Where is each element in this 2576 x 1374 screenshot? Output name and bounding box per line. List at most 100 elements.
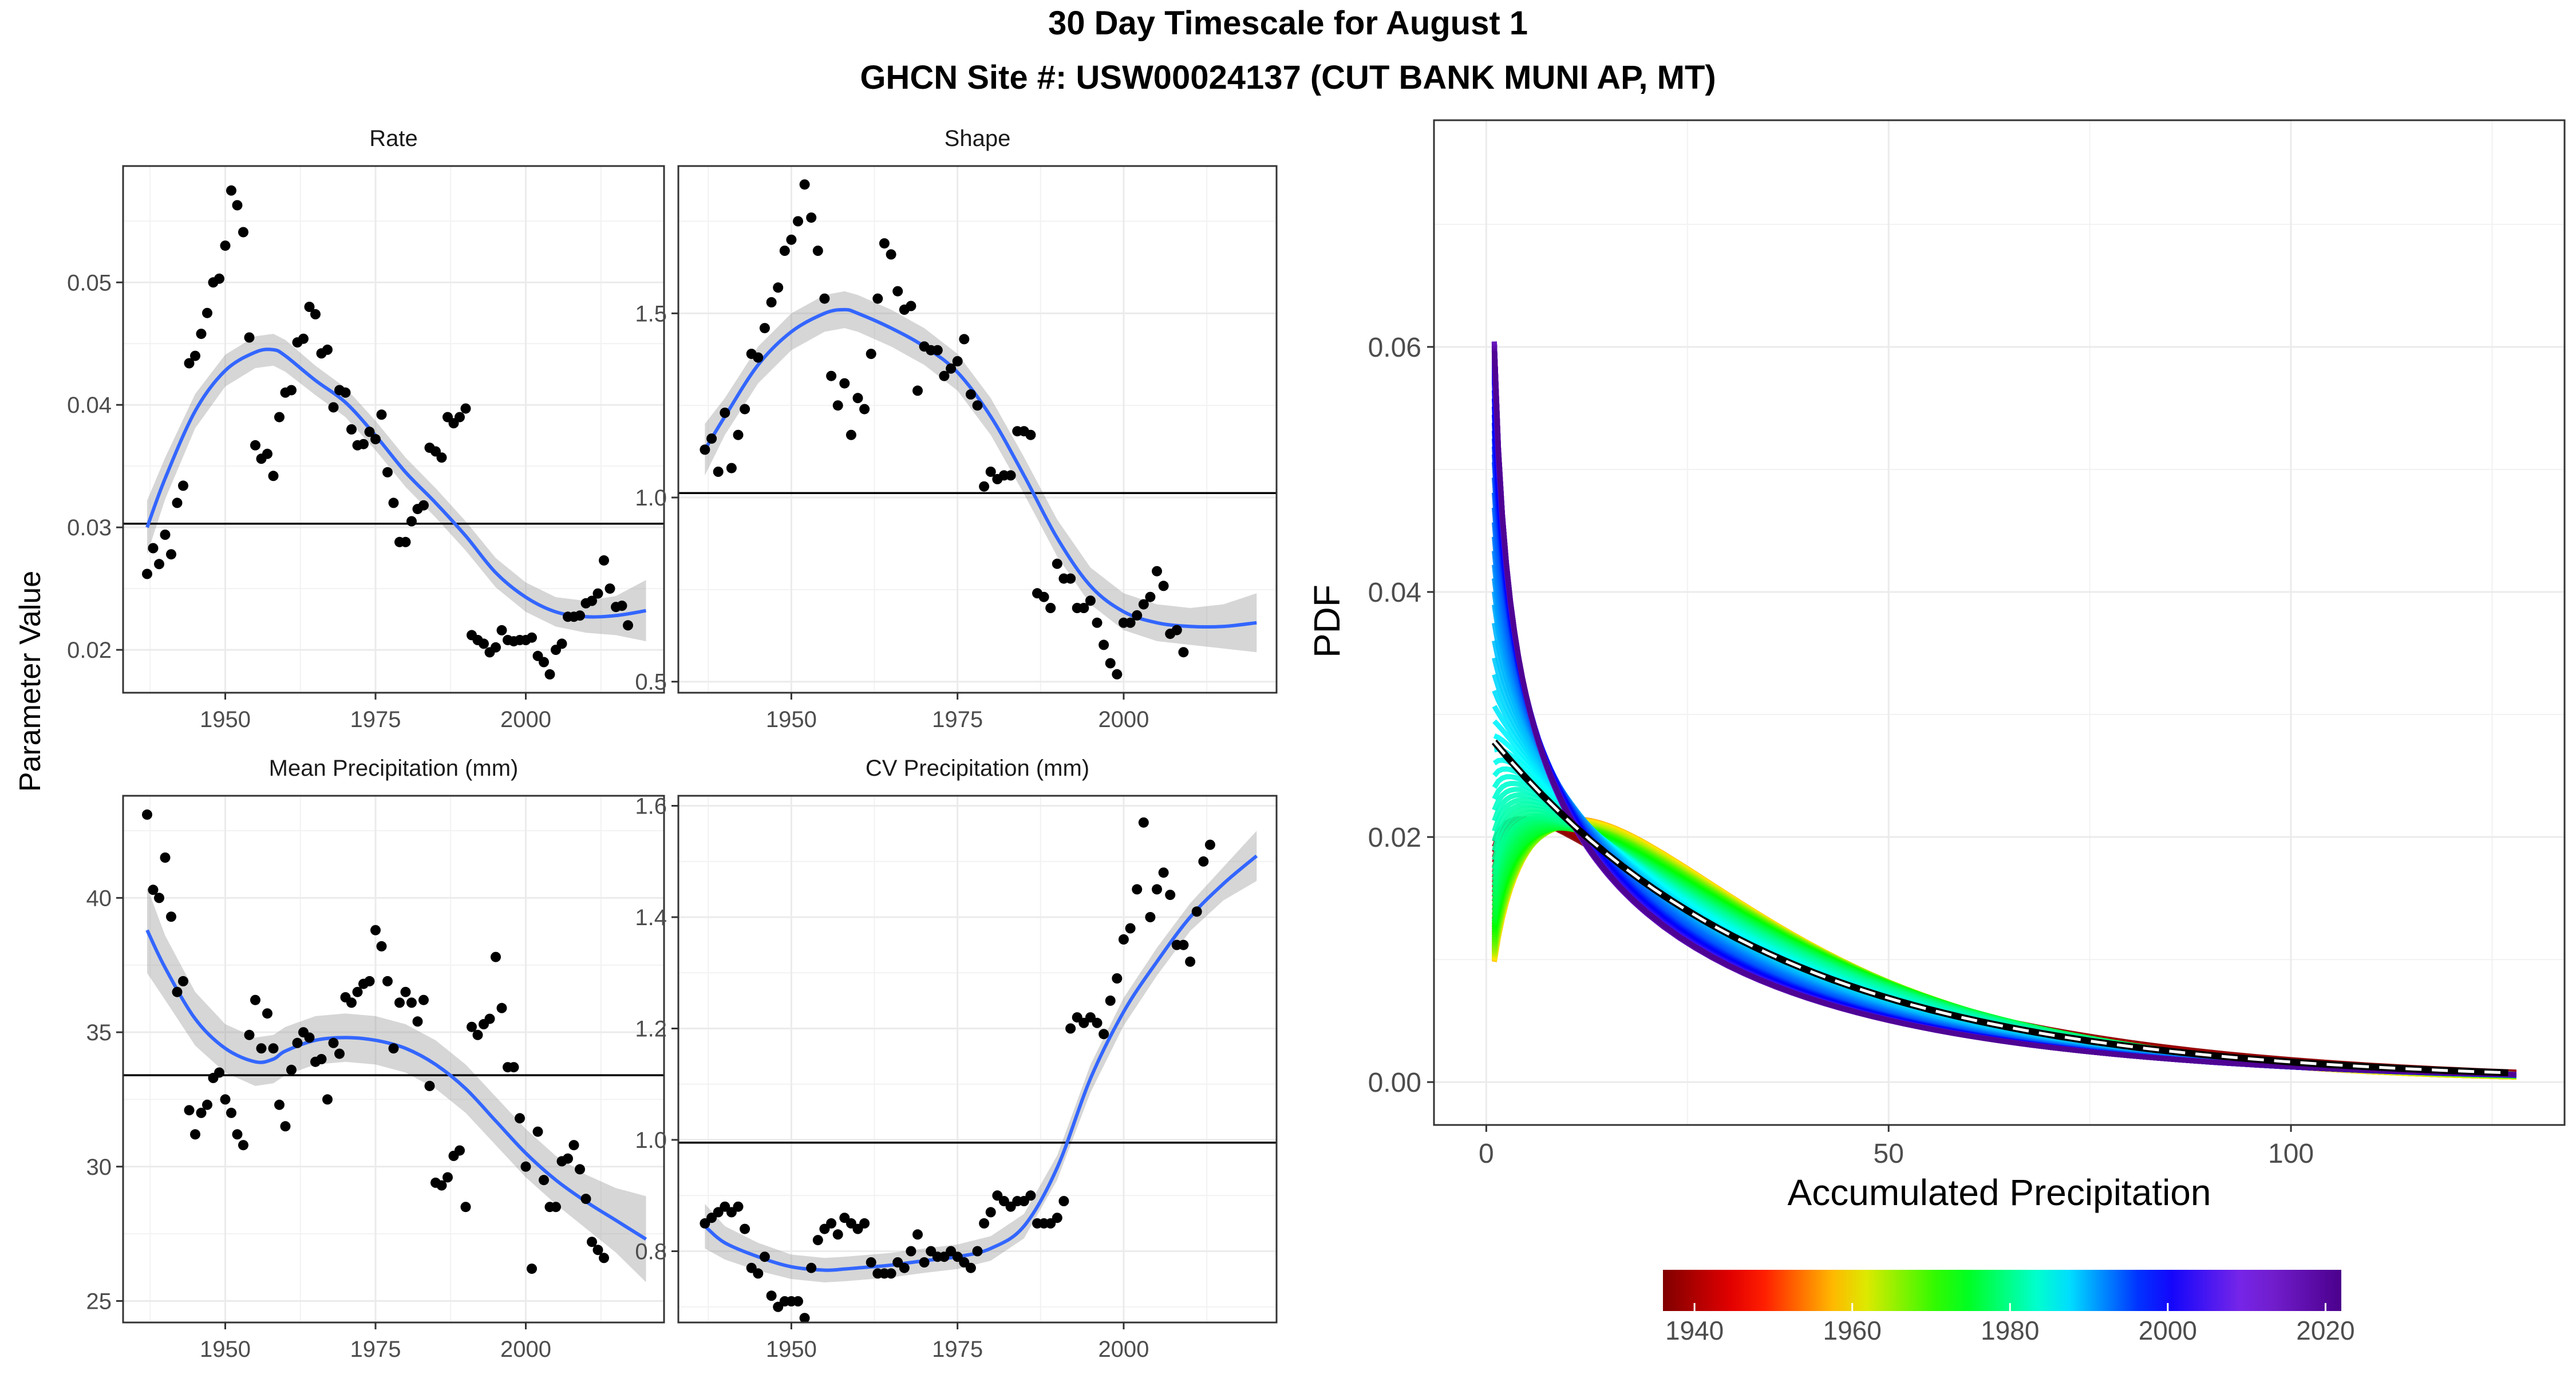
figure-title-line1: 30 Day Timescale for August 1 xyxy=(1048,5,1528,42)
data-point xyxy=(733,429,744,440)
data-point xyxy=(382,976,393,986)
data-point xyxy=(726,463,737,473)
data-point xyxy=(568,1140,579,1151)
data-point xyxy=(1025,1190,1036,1201)
panel-title: Shape xyxy=(945,126,1011,151)
data-point xyxy=(912,385,923,396)
x-tick-label: 50 xyxy=(1874,1139,1904,1169)
data-point xyxy=(985,467,996,477)
data-point xyxy=(460,1202,471,1213)
data-point xyxy=(959,334,970,345)
panel-cv-precipitation: CV Precipitation (mm) 1950 1975 2000 0.8 1.0 1… xyxy=(635,756,1278,1362)
data-point xyxy=(551,1202,561,1213)
data-point xyxy=(939,370,950,381)
y-tick-label: 25 xyxy=(86,1289,112,1314)
data-point xyxy=(799,179,810,190)
data-point xyxy=(268,471,279,481)
data-point xyxy=(886,249,896,260)
data-point xyxy=(166,549,176,560)
colorbar-tick-label: 2000 xyxy=(2139,1316,2197,1345)
data-point xyxy=(766,297,777,307)
data-point xyxy=(508,1062,519,1073)
data-point xyxy=(292,1037,303,1048)
data-point xyxy=(720,408,730,418)
confidence-band xyxy=(147,334,646,642)
data-point xyxy=(812,246,823,256)
data-point xyxy=(340,387,351,398)
data-point xyxy=(965,1262,976,1273)
data-point xyxy=(759,1251,770,1262)
data-point xyxy=(328,402,339,413)
y-tick-label: 1.6 xyxy=(635,794,667,819)
data-point xyxy=(226,185,236,196)
data-point xyxy=(532,1126,543,1137)
data-point xyxy=(460,403,471,414)
x-tick-label: 1975 xyxy=(932,707,983,732)
data-point xyxy=(322,344,333,355)
y-tick-label: 0.8 xyxy=(635,1239,667,1265)
trend-line xyxy=(703,307,1257,629)
data-point xyxy=(906,1246,916,1257)
data-point xyxy=(1165,890,1176,901)
data-point xyxy=(1105,658,1116,669)
data-point xyxy=(819,293,830,304)
panel-title: CV Precipitation (mm) xyxy=(866,756,1089,781)
data-point xyxy=(852,393,863,404)
data-point xyxy=(985,1207,996,1218)
colorbar-gradient xyxy=(1663,1270,2341,1311)
data-point xyxy=(250,440,260,451)
x-tick-label: 1975 xyxy=(932,1337,983,1362)
data-point xyxy=(472,1029,483,1040)
data-point xyxy=(262,448,272,459)
data-point xyxy=(972,1246,983,1257)
confidence-band xyxy=(705,291,1257,653)
data-point xyxy=(268,1043,279,1054)
data-point xyxy=(1145,912,1156,922)
x-tick-label: 0 xyxy=(1479,1139,1494,1169)
data-point xyxy=(382,467,393,477)
data-point xyxy=(484,1013,495,1024)
data-point xyxy=(826,1218,837,1229)
data-point xyxy=(979,481,990,492)
data-point xyxy=(442,1172,453,1183)
data-point xyxy=(575,610,585,621)
data-point xyxy=(623,620,633,631)
data-point xyxy=(178,480,188,491)
data-point xyxy=(154,559,164,570)
left-y-axis-label: Parameter Value xyxy=(14,571,47,792)
data-point xyxy=(220,240,231,251)
y-tick-label: 0.04 xyxy=(1368,578,1421,608)
data-point xyxy=(467,1021,477,1032)
data-point xyxy=(274,412,285,423)
y-axis-label: PDF xyxy=(1306,585,1348,658)
data-point xyxy=(238,1140,248,1151)
data-point xyxy=(773,282,784,293)
data-point xyxy=(455,1145,465,1156)
y-tick-label: 1.5 xyxy=(635,301,667,326)
x-tick-label: 2000 xyxy=(1098,1337,1149,1362)
data-point xyxy=(160,852,171,863)
data-point xyxy=(418,994,429,1005)
y-tick-label: 1.4 xyxy=(635,905,667,930)
data-point xyxy=(406,516,417,527)
data-point xyxy=(1112,973,1123,984)
data-point xyxy=(238,227,248,238)
data-point xyxy=(142,568,152,579)
data-point xyxy=(1145,591,1156,602)
data-point xyxy=(866,1257,876,1268)
data-point xyxy=(872,293,883,304)
panel-border xyxy=(677,795,1278,1324)
x-tick-label: 1950 xyxy=(200,707,251,732)
data-point xyxy=(753,352,764,363)
panel-border xyxy=(122,795,665,1324)
data-point xyxy=(826,370,837,381)
data-point xyxy=(799,1313,810,1324)
data-point xyxy=(766,1290,777,1301)
data-point xyxy=(286,1064,297,1075)
year-colorbar: 1940 1960 1980 2000 2020 xyxy=(1663,1270,2355,1345)
data-point xyxy=(1092,617,1103,628)
data-point xyxy=(154,893,164,903)
data-point xyxy=(1065,1023,1076,1034)
data-point xyxy=(479,638,489,649)
